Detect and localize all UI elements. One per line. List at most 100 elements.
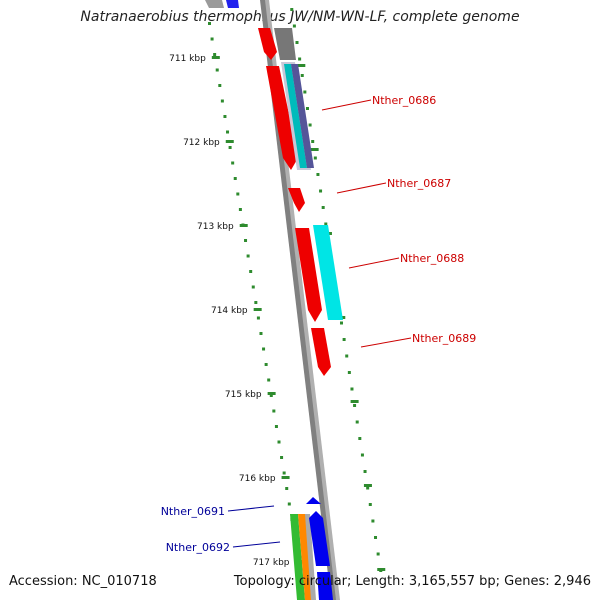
ruler-tick-outer (360, 453, 364, 457)
ruler-tick-inner (274, 425, 278, 428)
map-title: Natranaerobius thermophilus JW/NM-WN-LF,… (80, 9, 520, 25)
ruler-tick-outer (366, 486, 370, 490)
gene-bottom-blue-next (317, 572, 333, 600)
ruler-label: 717 kbp (253, 558, 290, 568)
ruler-tick-inner (228, 146, 232, 149)
backbone (260, 0, 336, 600)
accession-text: Accession: NC_010718 (9, 574, 157, 589)
ruler-tick-inner (226, 130, 230, 134)
gene-nther-0688-block (295, 225, 343, 322)
ruler-major-tick (363, 484, 372, 487)
gene-nther-0686-arrow (266, 66, 298, 170)
ruler-tick-inner (267, 378, 271, 382)
ruler-tick-inner (269, 394, 273, 397)
ruler-tick-outer (295, 41, 299, 44)
gene-bottom-blue-small (306, 497, 321, 504)
label-nther-0686[interactable]: Nther_0686 (372, 94, 436, 107)
label-nther-0691[interactable]: Nther_0691 (161, 505, 225, 518)
leader-nther-0689 (360, 337, 412, 348)
ruler-tick-outer (290, 8, 294, 11)
ruler-label: 714 kbp (211, 306, 248, 316)
ruler-tick-outer (303, 90, 307, 94)
ruler-major-tick (377, 568, 386, 571)
ruler-tick-outer (311, 140, 315, 143)
leader-nther-0687 (336, 182, 387, 194)
ruler-tick-inner (236, 192, 240, 196)
topology-text: Topology: circular; Length: 3,165,557 bp… (233, 574, 591, 589)
ruler-tick-outer (374, 536, 378, 539)
ruler-tick-outer (358, 437, 362, 440)
gene-labels: Nther_0686 Nther_0687 Nther_0688 Nther_0… (161, 94, 477, 554)
ruler-tick-outer (292, 24, 296, 28)
ruler-tick-inner (233, 177, 237, 180)
ruler-tick-outer (308, 123, 312, 127)
leader-nther-0688 (348, 257, 400, 269)
ruler-major-tick (239, 224, 248, 227)
ruler-tick-outer (350, 387, 354, 391)
ruler-tick-inner (256, 316, 260, 320)
ruler-tick-inner (215, 68, 219, 72)
ruler-label: 715 kbp (225, 390, 262, 400)
ruler-tick-outer (347, 371, 351, 374)
ruler-tick-inner (262, 347, 266, 351)
ruler-tick-inner (272, 409, 276, 413)
bottom-features (290, 497, 333, 600)
ruler-tick-inner (244, 239, 248, 242)
ruler-tick-inner (282, 471, 286, 475)
gene-0686-overlay-purple (291, 64, 314, 168)
gene-label-leaders (227, 99, 412, 548)
ruler-tick-inner (210, 37, 214, 41)
ruler-major-tick (310, 148, 319, 151)
ruler-tick-outer (300, 74, 304, 77)
label-nther-0689[interactable]: Nther_0689 (412, 332, 476, 345)
ruler-tick-outer (316, 173, 320, 176)
ruler-tick-outer (355, 420, 359, 424)
ruler-major-tick (297, 64, 306, 67)
gene-nther-0688-arrow (295, 228, 322, 322)
ruler-tick-inner (218, 84, 222, 87)
ruler-tick-outer (363, 470, 367, 473)
ruler-major-tick (350, 400, 359, 403)
ruler-major-tick (225, 140, 234, 143)
ruler-major-tick (267, 392, 276, 395)
label-nther-0688[interactable]: Nther_0688 (400, 252, 464, 265)
ruler-tick-inner (277, 440, 281, 444)
ruler-major-tick (253, 308, 262, 311)
ruler-tick-outer (376, 552, 380, 556)
ruler-tick-outer (319, 189, 323, 193)
ruler-tick-inner (231, 161, 235, 165)
gene-bottom-gray (305, 514, 316, 600)
gene-top-gray-left (205, 0, 224, 8)
ruler-tick-inner (259, 332, 263, 335)
gene-0686-overlay-cyan (284, 64, 307, 168)
ruler-tick-outer (342, 338, 346, 341)
ruler-tick-inner (213, 53, 217, 56)
ruler-labels: 711 kbp 712 kbp 713 kbp 714 kbp 715 kbp 716 k… (169, 54, 290, 568)
ruler-tick-inner (280, 456, 284, 459)
leader-nther-0686 (321, 99, 372, 111)
ruler-tick-outer (313, 156, 317, 160)
gene-nther-0689-arrow (311, 328, 331, 376)
label-nther-0692[interactable]: Nther_0692 (166, 541, 230, 554)
ruler-label: 712 kbp (183, 138, 220, 148)
gene-0688-overlay-cyan (313, 225, 343, 320)
leader-nther-0691 (227, 505, 275, 512)
ruler-tick-outer (339, 321, 343, 325)
ruler-tick-outer (353, 404, 357, 407)
ruler-tick-inner (220, 99, 224, 103)
ruler-tick-inner (264, 363, 268, 366)
gene-bottom-blue-arrow (309, 511, 330, 566)
ruler-label: 716 kbp (239, 474, 276, 484)
ruler-tick-outer (345, 354, 349, 358)
ruler-tick-inner (251, 285, 255, 289)
ruler-tick-outer (371, 519, 375, 523)
ruler-tick-inner (208, 22, 211, 25)
ruler-tick-outer (321, 206, 325, 209)
ruler-label: 711 kbp (169, 54, 206, 64)
gene-bottom-green (290, 514, 305, 600)
label-nther-0687[interactable]: Nther_0687 (387, 177, 451, 190)
gene-bottom-orange (298, 514, 313, 600)
ruler-tick-inner (238, 208, 242, 211)
ruler-tick-inner (254, 301, 258, 304)
